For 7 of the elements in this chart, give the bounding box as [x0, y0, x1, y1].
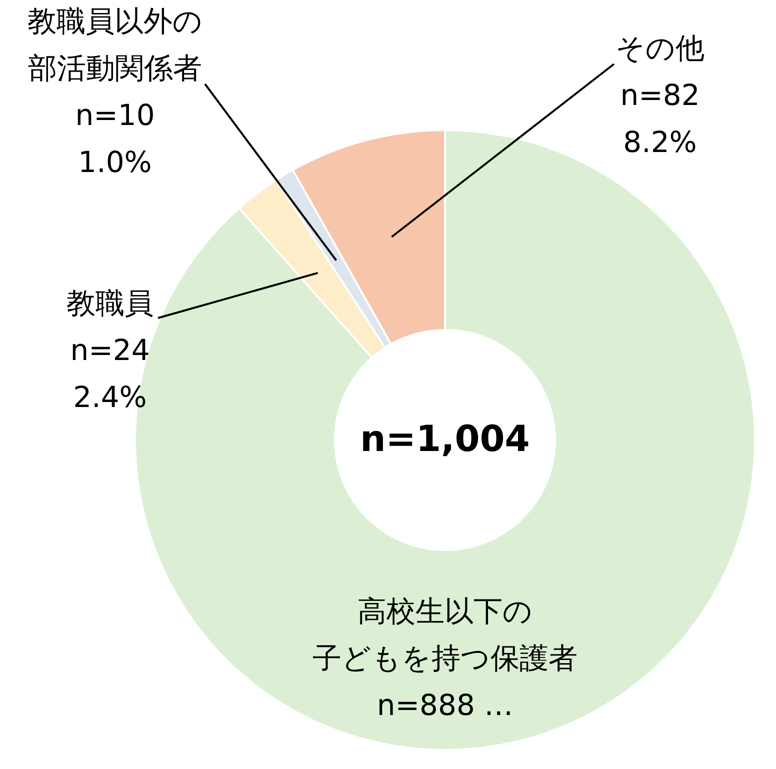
data-label: n=24 2.4% — [70, 333, 150, 414]
slice-label: その他 — [616, 31, 704, 65]
slice-label: 教職員 — [66, 286, 154, 320]
data-label: n=10 1.0% — [75, 98, 155, 179]
data-label: n=888 … — [376, 688, 514, 722]
data-label: n=82 8.2% — [620, 78, 700, 159]
text: n=1,004 — [360, 419, 530, 460]
